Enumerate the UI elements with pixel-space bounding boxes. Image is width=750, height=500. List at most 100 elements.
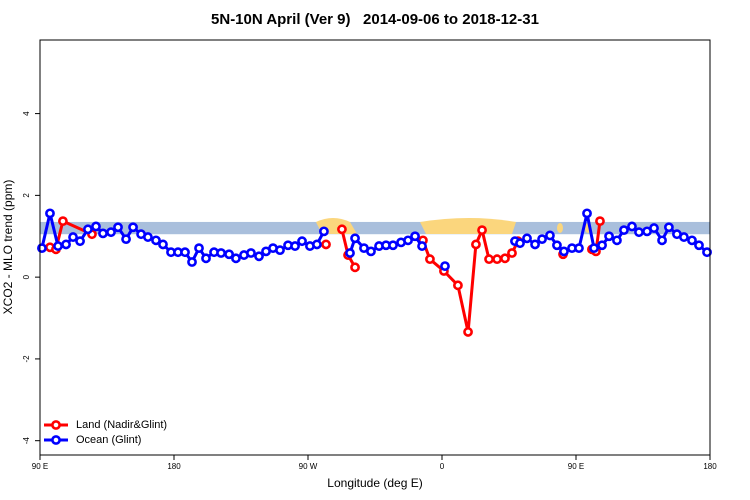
data-point xyxy=(128,222,138,233)
data-point xyxy=(440,261,450,272)
land-shade xyxy=(557,223,563,233)
data-point xyxy=(552,240,562,251)
data-point xyxy=(595,216,605,227)
plot-frame xyxy=(39,39,711,456)
data-point xyxy=(492,254,502,265)
data-point xyxy=(91,221,101,232)
data-point xyxy=(53,241,63,251)
data-point xyxy=(694,240,704,251)
y-axis-title: XCO2 - MLO trend (ppm) xyxy=(1,180,15,315)
data-point xyxy=(312,239,322,250)
data-point xyxy=(180,247,190,258)
data-point xyxy=(254,251,264,262)
data-point xyxy=(201,253,211,264)
data-point xyxy=(58,216,68,227)
data-point xyxy=(45,208,55,219)
data-point xyxy=(627,221,637,232)
data-point xyxy=(619,225,629,236)
data-point xyxy=(275,245,285,256)
data-point xyxy=(589,243,599,254)
data-point xyxy=(515,238,525,249)
data-point xyxy=(410,231,420,242)
data-point xyxy=(158,239,168,250)
data-point xyxy=(559,246,569,257)
data-point xyxy=(297,236,307,247)
data-point xyxy=(507,248,517,258)
data-point xyxy=(500,253,510,264)
data-point xyxy=(649,223,659,233)
data-point xyxy=(61,239,71,250)
y-tick-label: 2 xyxy=(22,193,31,198)
data-point xyxy=(337,224,347,235)
data-point xyxy=(143,232,153,242)
reference-band xyxy=(40,221,710,235)
foreground-layer: 90 E 180 90 W 0 90 E 180 -4 -2 0 2 4 Land (Nadir&Gl… xyxy=(22,111,717,471)
data-point xyxy=(345,248,355,258)
legend-label: Ocean (Glint) xyxy=(76,434,141,446)
data-point xyxy=(545,230,555,241)
data-point xyxy=(350,262,360,273)
data-point xyxy=(231,253,241,264)
data-point xyxy=(194,243,204,254)
data-point xyxy=(657,235,667,246)
background-layer xyxy=(40,221,710,235)
data-point xyxy=(246,248,256,258)
data-point xyxy=(68,232,78,242)
y-tick-label: 4 xyxy=(22,111,31,116)
data-point xyxy=(582,208,592,219)
data-point xyxy=(121,234,131,245)
data-point xyxy=(224,249,234,260)
data-point xyxy=(664,222,674,233)
legend-swatch-marker xyxy=(51,420,61,430)
x-tick-label: 180 xyxy=(703,462,717,471)
chart-title: 5N-10N April (Ver 9) 2014-09-06 to 2018-… xyxy=(211,11,539,28)
data-point xyxy=(321,239,331,250)
data-point xyxy=(319,226,329,237)
y-tick-label: 0 xyxy=(22,274,31,279)
data-point xyxy=(687,235,697,246)
x-tick-label: 0 xyxy=(440,462,445,471)
data-point xyxy=(634,227,644,238)
data-point xyxy=(216,248,226,258)
y-tick-label: -2 xyxy=(22,355,31,363)
data-point xyxy=(597,240,607,251)
data-point xyxy=(471,239,481,250)
data-point xyxy=(537,234,547,245)
data-point xyxy=(366,246,376,257)
data-point xyxy=(187,257,197,267)
data-point xyxy=(75,236,85,247)
y-tick-label: -4 xyxy=(22,437,31,445)
data-point xyxy=(702,247,712,258)
data-point xyxy=(463,327,473,337)
x-tick-label: 90 W xyxy=(299,462,318,471)
data-point xyxy=(612,235,622,246)
data-point xyxy=(574,243,584,254)
data-point xyxy=(484,254,494,265)
data-point xyxy=(530,239,540,250)
data-point xyxy=(604,231,614,242)
data-point xyxy=(350,233,360,244)
x-axis-title: Longitude (deg E) xyxy=(327,476,422,490)
data-point xyxy=(83,224,93,235)
data-point xyxy=(151,235,161,246)
legend-label: Land (Nadir&Glint) xyxy=(76,419,167,431)
land-shade xyxy=(420,218,516,234)
x-tick-label: 90 E xyxy=(568,462,584,471)
data-point xyxy=(106,227,116,238)
data-point xyxy=(388,240,398,251)
data-point xyxy=(113,222,123,233)
data-point xyxy=(522,233,532,244)
x-tick-label: 180 xyxy=(167,462,181,471)
data-point xyxy=(37,243,47,254)
data-point xyxy=(98,228,108,239)
data-point xyxy=(425,254,435,265)
data-point xyxy=(477,225,487,236)
data-point xyxy=(290,241,300,251)
legend-swatch-marker xyxy=(51,435,61,445)
data-point xyxy=(453,280,463,291)
x-tick-label: 90 E xyxy=(32,462,48,471)
data-point xyxy=(417,241,427,251)
data-point xyxy=(679,232,689,242)
